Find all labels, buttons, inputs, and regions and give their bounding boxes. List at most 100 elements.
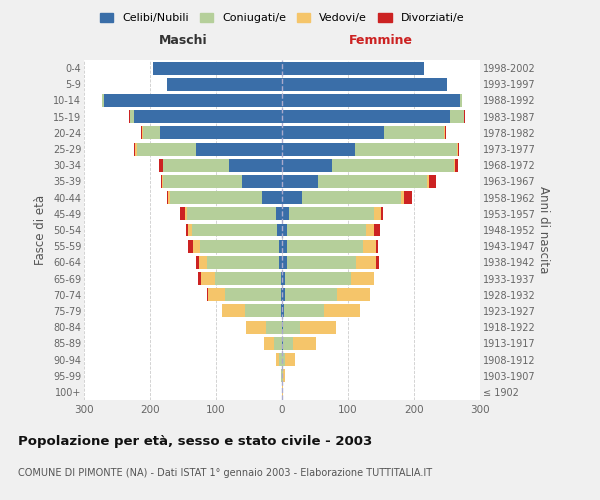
Bar [450,110,464,123]
Bar [282,288,284,301]
Bar [262,191,282,204]
Bar [367,224,374,236]
Bar [460,94,462,107]
Bar [281,304,282,318]
Bar [281,272,282,285]
Bar [464,110,465,123]
Bar [401,191,404,204]
Bar [141,126,142,140]
Bar [282,208,289,220]
Bar [167,78,282,91]
Bar [154,62,282,74]
Bar [222,304,245,318]
Bar [283,337,293,350]
Bar [283,369,284,382]
Bar [282,110,450,123]
Bar [280,256,282,269]
Bar [187,208,276,220]
Bar [457,142,458,156]
Bar [287,256,356,269]
Bar [323,304,360,318]
Text: Maschi: Maschi [158,34,208,47]
Bar [282,175,319,188]
Bar [202,272,215,285]
Bar [282,386,283,398]
Bar [429,175,436,188]
Bar [282,94,460,107]
Bar [196,142,282,156]
Bar [199,240,278,252]
Bar [282,320,283,334]
Bar [280,353,282,366]
Bar [133,142,136,156]
Bar [282,240,287,252]
Bar [404,191,412,204]
Bar [169,191,170,204]
Bar [385,126,444,140]
Bar [196,256,199,269]
Bar [188,224,191,236]
Y-axis label: Fasce di età: Fasce di età [34,195,47,265]
Bar [199,256,207,269]
Bar [229,159,282,172]
Bar [162,175,163,188]
Bar [282,256,287,269]
Bar [163,175,242,188]
Bar [265,320,282,334]
Bar [207,256,280,269]
Bar [454,159,455,172]
Bar [374,208,381,220]
Bar [170,191,262,204]
Bar [136,142,137,156]
Bar [352,272,374,285]
Bar [455,159,458,172]
Bar [282,224,287,236]
Bar [188,240,193,252]
Bar [207,288,208,301]
Bar [283,320,300,334]
Bar [104,94,282,107]
Bar [282,191,302,204]
Bar [355,142,457,156]
Bar [208,288,224,301]
Bar [191,224,277,236]
Bar [319,175,427,188]
Bar [282,304,284,318]
Bar [133,110,282,123]
Bar [284,304,323,318]
Bar [246,320,265,334]
Bar [193,240,199,252]
Text: COMUNE DI PIMONTE (NA) - Dati ISTAT 1° gennaio 2003 - Elaborazione TUTTITALIA.IT: COMUNE DI PIMONTE (NA) - Dati ISTAT 1° g… [18,468,432,477]
Bar [198,272,202,285]
Bar [284,288,337,301]
Bar [427,175,429,188]
Y-axis label: Anni di nascita: Anni di nascita [536,186,550,274]
Bar [356,256,376,269]
Bar [282,159,331,172]
Text: Popolazione per età, sesso e stato civile - 2003: Popolazione per età, sesso e stato civil… [18,435,372,448]
Bar [458,142,459,156]
Bar [161,175,162,188]
Bar [282,126,385,140]
Bar [282,272,286,285]
Bar [374,224,380,236]
Bar [224,288,281,301]
Bar [445,126,446,140]
Bar [282,62,424,74]
Bar [287,224,367,236]
Bar [376,256,379,269]
Bar [160,126,282,140]
Bar [264,337,274,350]
Bar [300,320,336,334]
Bar [444,126,445,140]
Bar [282,142,355,156]
Bar [276,353,280,366]
Legend: Celibi/Nubili, Coniugati/e, Vedovi/e, Divorziati/e: Celibi/Nubili, Coniugati/e, Vedovi/e, Di… [95,8,469,28]
Bar [129,110,130,123]
Bar [187,224,188,236]
Bar [281,288,282,301]
Bar [143,126,160,140]
Bar [103,94,104,107]
Bar [282,337,283,350]
Bar [376,240,378,252]
